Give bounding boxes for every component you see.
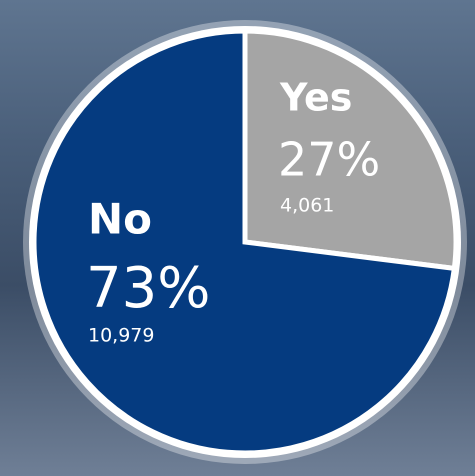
slice-count: 4,061 — [280, 195, 334, 217]
slice-label: Yes — [279, 76, 352, 120]
slice-percent: 27% — [278, 133, 380, 187]
slice-count: 10,979 — [88, 325, 154, 347]
slice-percent: 73% — [86, 256, 210, 321]
slice-label: No — [88, 195, 152, 244]
pie-slice — [242, 28, 459, 272]
pie-slice — [31, 28, 458, 456]
